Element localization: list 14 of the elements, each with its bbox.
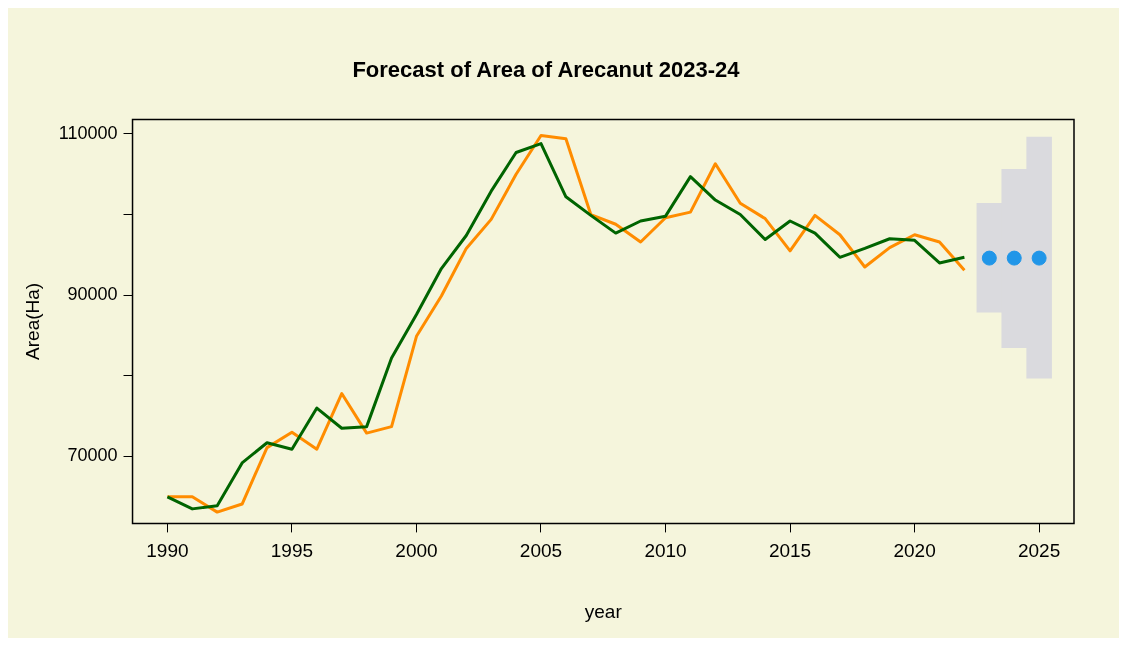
y-axis-title: Area(Ha): [21, 282, 43, 360]
x-tick-label: 2010: [644, 540, 687, 562]
y-tick-label: 90000: [67, 284, 118, 305]
chart-title: Forecast of Area of Arecanut 2023-24: [352, 57, 741, 83]
x-tick-label: 1990: [146, 540, 189, 562]
x-tick-label: 2025: [1017, 540, 1061, 562]
x-tick-label: 2020: [893, 540, 936, 562]
y-tick-label: 110000: [58, 122, 118, 143]
x-axis-title: year: [584, 600, 623, 622]
x-tick-label: 2015: [768, 540, 812, 562]
x-tick-label: 2005: [519, 540, 563, 562]
x-tick-label: 1995: [270, 540, 314, 562]
y-tick-label: 70000: [67, 445, 118, 466]
x-tick-label: 2000: [395, 540, 438, 562]
